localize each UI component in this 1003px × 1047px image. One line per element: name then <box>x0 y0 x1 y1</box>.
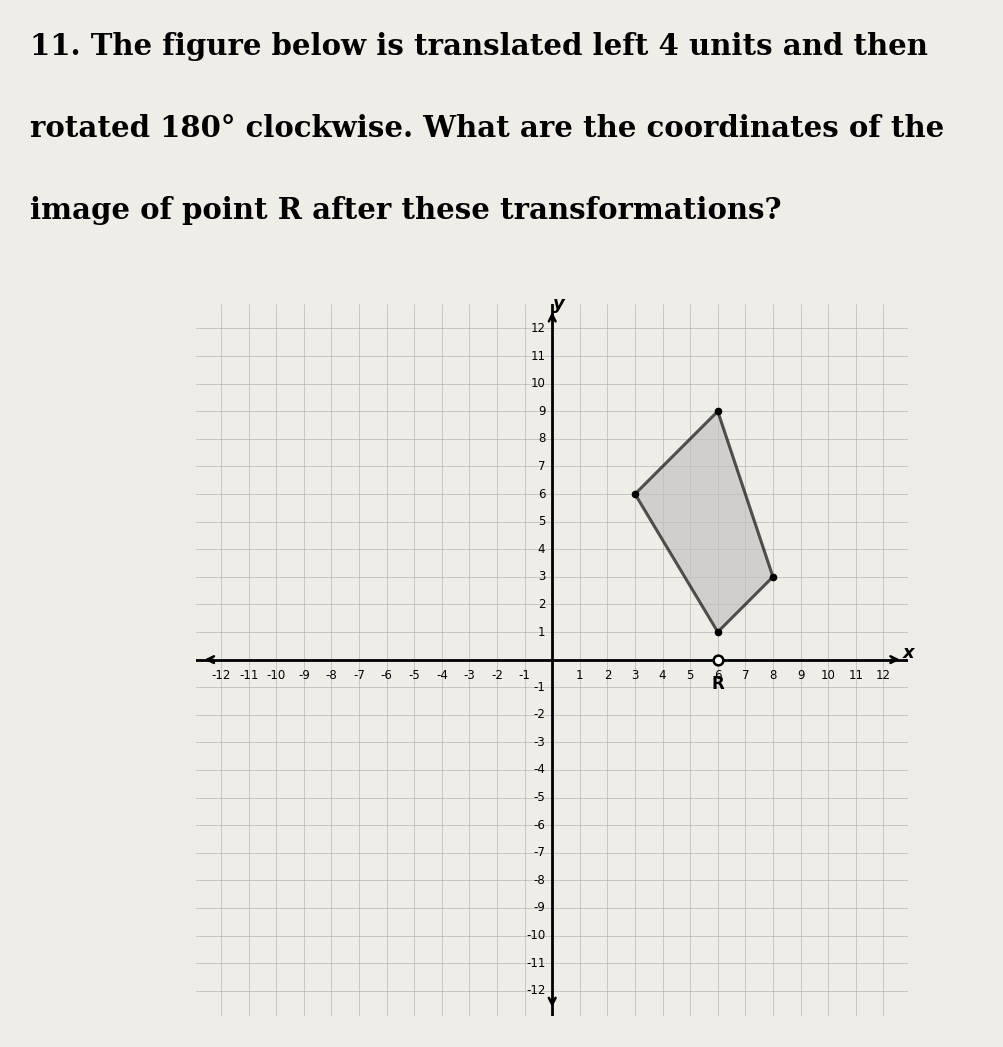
Text: 6: 6 <box>713 669 721 683</box>
Text: -10: -10 <box>526 929 545 942</box>
Text: -12: -12 <box>212 669 231 683</box>
Text: 1: 1 <box>576 669 583 683</box>
Text: 3: 3 <box>538 571 545 583</box>
Text: R: R <box>711 674 723 693</box>
Text: -7: -7 <box>533 846 545 860</box>
Text: y: y <box>553 294 565 313</box>
Text: 12: 12 <box>530 322 545 335</box>
Text: -3: -3 <box>463 669 474 683</box>
Text: -5: -5 <box>408 669 419 683</box>
Text: 4: 4 <box>538 542 545 556</box>
Text: -7: -7 <box>353 669 365 683</box>
Text: 11: 11 <box>530 350 545 362</box>
Text: 2: 2 <box>603 669 611 683</box>
Text: 7: 7 <box>538 460 545 473</box>
Text: 4: 4 <box>658 669 666 683</box>
Text: 11. The figure below is translated left 4 units and then: 11. The figure below is translated left … <box>30 32 927 61</box>
Text: 11: 11 <box>848 669 863 683</box>
Text: 2: 2 <box>538 598 545 610</box>
Text: 9: 9 <box>796 669 803 683</box>
Text: -8: -8 <box>533 874 545 887</box>
Text: -11: -11 <box>239 669 258 683</box>
Text: 1: 1 <box>538 625 545 639</box>
Text: rotated 180° clockwise. What are the coordinates of the: rotated 180° clockwise. What are the coo… <box>30 114 943 142</box>
Text: x: x <box>902 644 913 662</box>
Text: -3: -3 <box>533 736 545 749</box>
Text: -4: -4 <box>435 669 447 683</box>
Text: 3: 3 <box>631 669 638 683</box>
Text: -6: -6 <box>533 819 545 831</box>
Text: -1: -1 <box>519 669 530 683</box>
Text: 10: 10 <box>530 377 545 391</box>
Text: 8: 8 <box>768 669 776 683</box>
Text: -12: -12 <box>526 984 545 997</box>
Text: -9: -9 <box>298 669 310 683</box>
Text: 12: 12 <box>875 669 890 683</box>
Text: -9: -9 <box>533 901 545 914</box>
Text: 10: 10 <box>819 669 834 683</box>
Text: 7: 7 <box>741 669 748 683</box>
Text: 8: 8 <box>538 432 545 445</box>
Text: -8: -8 <box>325 669 337 683</box>
Text: -6: -6 <box>380 669 392 683</box>
Text: -2: -2 <box>533 709 545 721</box>
Text: -11: -11 <box>526 957 545 970</box>
Text: -4: -4 <box>533 763 545 777</box>
Text: 9: 9 <box>538 405 545 418</box>
Text: -10: -10 <box>267 669 286 683</box>
Text: 6: 6 <box>538 488 545 500</box>
Text: 5: 5 <box>538 515 545 528</box>
Polygon shape <box>634 411 772 632</box>
Text: image of point R after these transformations?: image of point R after these transformat… <box>30 196 780 224</box>
Text: -2: -2 <box>490 669 503 683</box>
Text: -5: -5 <box>533 792 545 804</box>
Text: -1: -1 <box>533 681 545 694</box>
Text: 5: 5 <box>686 669 693 683</box>
